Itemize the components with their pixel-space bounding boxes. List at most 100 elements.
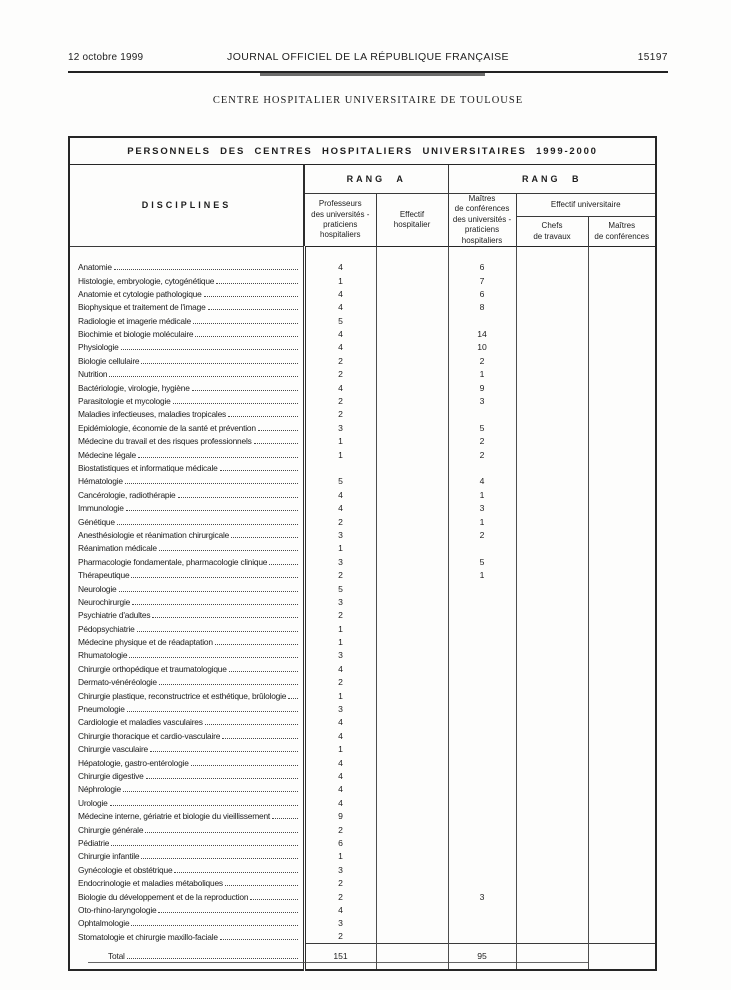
value-cell (587, 648, 657, 663)
column-header-professeurs: Professeurs des universités - praticiens… (303, 193, 376, 247)
discipline-cell: Psychiatrie d'adultes (69, 608, 306, 622)
value-cell: 4 (303, 488, 376, 502)
value-cell (587, 394, 657, 408)
dotted-leader (228, 664, 298, 672)
value-cell (515, 327, 588, 341)
discipline-cell: Réanimation médicale (69, 541, 306, 556)
value-cell (515, 300, 588, 315)
value-cell (447, 688, 516, 703)
value-cell (375, 260, 448, 274)
value-cell (515, 809, 588, 823)
spacer-row (69, 246, 657, 261)
value-cell (375, 809, 448, 823)
value-cell (587, 635, 657, 649)
value-cell (587, 581, 657, 596)
value-cell (587, 314, 657, 328)
discipline-cell: Hématologie (69, 474, 306, 489)
value-cell (375, 675, 448, 689)
value-cell: 4 (303, 796, 376, 810)
table-row: Urologie 4 (69, 796, 657, 810)
value-cell: 4 (303, 300, 376, 315)
discipline-label: Biologie cellulaire (78, 355, 140, 366)
dotted-leader (190, 758, 298, 766)
discipline-cell: Hépatologie, gastro-entérologie (69, 755, 306, 770)
value-cell (587, 715, 657, 730)
value-cell: 4 (303, 715, 376, 730)
value-cell (447, 769, 516, 783)
value-cell: 4 (303, 903, 376, 917)
value-cell (587, 300, 657, 315)
value-cell (515, 796, 588, 810)
value-cell: 2 (303, 929, 376, 944)
discipline-cell: Thérapeutique (69, 568, 306, 582)
discipline-cell: Rhumatologie (69, 648, 306, 663)
total-chefs-de-travaux (515, 942, 588, 970)
dotted-leader (228, 409, 298, 418)
table-footer: Total 151 95 (69, 942, 657, 970)
discipline-cell: Biophysique et traitement de l'image (69, 300, 306, 315)
discipline-label: Rhumatologie (78, 650, 128, 661)
dotted-leader (272, 811, 298, 820)
value-cell (515, 635, 588, 649)
value-cell (515, 260, 588, 274)
discipline-cell: Pédopsychiatrie (69, 622, 306, 636)
discipline-label: Anatomie (78, 262, 112, 273)
discipline-label: Stomatologie et chirurgie maxillo-facial… (78, 931, 218, 942)
value-cell: 4 (303, 729, 376, 743)
table-row: Thérapeutique 2 1 (69, 568, 657, 582)
value-cell (375, 903, 448, 917)
column-header-effectif-hospitalier: Effectif hospitalier (375, 193, 448, 247)
discipline-cell: Cardiologie et maladies vasculaires (69, 715, 306, 730)
discipline-label: Biostatistiques et informatique médicale (78, 463, 218, 473)
value-cell (515, 314, 588, 328)
value-cell: 2 (303, 876, 376, 890)
value-cell (587, 929, 657, 944)
value-cell (515, 755, 588, 770)
discipline-label: Psychiatrie d'adultes (78, 610, 151, 621)
dotted-leader (231, 530, 298, 538)
value-cell: 1 (303, 688, 376, 703)
value-cell (375, 702, 448, 716)
value-cell (587, 688, 657, 703)
value-cell (587, 488, 657, 502)
value-cell (587, 367, 657, 381)
table-row: Pédiatrie 6 (69, 836, 657, 850)
table-row: Chirurgie vasculaire 1 (69, 742, 657, 756)
discipline-cell: Chirurgie thoracique et cardio-vasculair… (69, 729, 306, 743)
total-label: Total (108, 951, 125, 962)
table-body: Anatomie 4 6 Histologie, embryologie, cytog… (69, 246, 657, 944)
value-cell (587, 568, 657, 582)
discipline-label: Oto-rhino-laryngologie (78, 904, 157, 915)
value-cell (447, 648, 516, 663)
discipline-label: Epidémiologie, économie de la santé et p… (78, 422, 256, 433)
value-cell (515, 581, 588, 596)
value-cell: 4 (303, 755, 376, 770)
table-row: Psychiatrie d'adultes 2 (69, 608, 657, 622)
value-cell (515, 488, 588, 502)
value-cell (515, 769, 588, 783)
value-cell (447, 622, 516, 636)
discipline-label: Pédiatrie (78, 837, 110, 848)
table-row: Pneumologie 3 (69, 702, 657, 716)
table-row: Histologie, embryologie, cytogénétique 1 7 (69, 273, 657, 288)
dotted-leader (177, 490, 298, 498)
value-cell: 2 (447, 434, 516, 448)
value-cell: 1 (303, 742, 376, 756)
value-cell (515, 729, 588, 743)
dotted-leader (158, 677, 298, 686)
table-row: Stomatologie et chirurgie maxillo-facial… (69, 929, 657, 944)
value-cell (447, 314, 516, 328)
discipline-label: Hématologie (78, 476, 123, 487)
discipline-cell: Médecine légale (69, 447, 306, 462)
value-cell: 4 (447, 474, 516, 489)
value-cell (587, 260, 657, 274)
value-cell: 2 (303, 608, 376, 622)
dotted-leader (204, 717, 298, 726)
value-cell (587, 916, 657, 930)
value-cell (587, 327, 657, 341)
value-cell (375, 514, 448, 529)
value-cell (375, 380, 448, 395)
discipline-label: Neurologie (78, 583, 117, 594)
value-cell: 8 (447, 300, 516, 315)
